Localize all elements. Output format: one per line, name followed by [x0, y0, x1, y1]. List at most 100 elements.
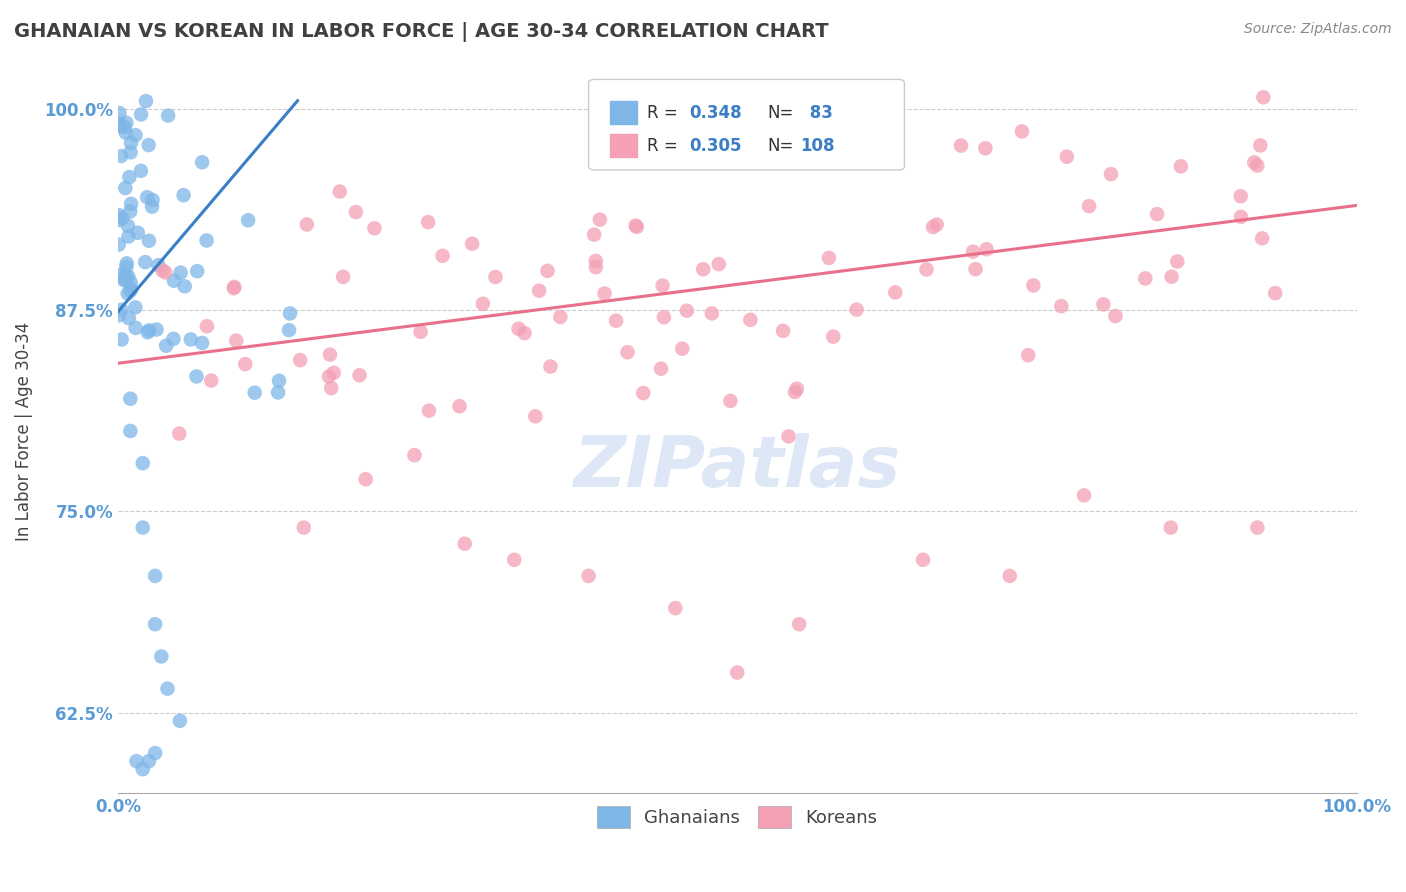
Point [162, 332, 184, 346]
Point [167, 426, 190, 441]
Point [998, 569, 1021, 583]
Point [626, 219, 648, 234]
Bar [610, 101, 637, 124]
Point [110, 149, 132, 163]
Point [363, 221, 385, 235]
Point [725, 665, 748, 680]
Point [1099, 167, 1122, 181]
Point [513, 326, 536, 340]
Point [503, 553, 526, 567]
Point [136, 190, 159, 204]
Point [540, 359, 562, 374]
Point [138, 234, 160, 248]
Point [142, 193, 165, 207]
Point [200, 374, 222, 388]
Point [117, 286, 139, 301]
Text: N=: N= [766, 103, 793, 121]
FancyBboxPatch shape [589, 79, 904, 170]
Point [1166, 254, 1188, 268]
Point [1078, 199, 1101, 213]
Point [195, 319, 218, 334]
Point [155, 265, 177, 279]
Text: R =: R = [647, 103, 683, 121]
Point [225, 334, 247, 348]
Point [962, 244, 984, 259]
Point [155, 339, 177, 353]
Point [409, 325, 432, 339]
Point [605, 313, 627, 327]
Point [292, 520, 315, 534]
Point [278, 306, 301, 320]
Point [1017, 348, 1039, 362]
Point [233, 357, 256, 371]
Point [124, 128, 146, 143]
Point [1229, 189, 1251, 203]
Point [114, 268, 136, 283]
Point [418, 215, 440, 229]
Point [120, 136, 142, 150]
Point [1135, 271, 1157, 285]
Point [783, 384, 806, 399]
Point [1022, 278, 1045, 293]
Point [120, 204, 142, 219]
Point [915, 262, 938, 277]
Point [129, 107, 152, 121]
Point [111, 211, 134, 225]
Point [114, 272, 136, 286]
Text: R =: R = [647, 136, 683, 155]
Point [163, 274, 186, 288]
Text: GHANAIAN VS KOREAN IN LABOR FORCE | AGE 30-34 CORRELATION CHART: GHANAIAN VS KOREAN IN LABOR FORCE | AGE … [14, 22, 828, 42]
Point [849, 141, 872, 155]
Point [911, 553, 934, 567]
Point [1251, 231, 1274, 245]
Point [922, 219, 945, 234]
Point [616, 345, 638, 359]
Point [107, 237, 129, 252]
Text: 0.348: 0.348 [689, 103, 741, 121]
Point [148, 258, 170, 272]
Point [134, 255, 156, 269]
Legend: Ghanaians, Koreans: Ghanaians, Koreans [591, 798, 884, 835]
Point [169, 714, 191, 728]
Point [278, 323, 301, 337]
Point [319, 348, 342, 362]
Point [129, 164, 152, 178]
Point [1104, 309, 1126, 323]
Point [432, 249, 454, 263]
Point [950, 138, 973, 153]
Point [127, 226, 149, 240]
Point [354, 472, 377, 486]
Point [321, 381, 343, 395]
Point [115, 260, 138, 274]
Point [124, 301, 146, 315]
Text: N=: N= [766, 136, 793, 155]
Point [224, 280, 246, 294]
Point [344, 205, 367, 219]
Point [117, 269, 139, 284]
Text: 108: 108 [800, 136, 835, 155]
Point [1160, 520, 1182, 534]
Point [120, 424, 142, 438]
Point [449, 399, 471, 413]
Point [115, 256, 138, 270]
Point [1246, 159, 1268, 173]
Point [138, 138, 160, 153]
Point [143, 746, 166, 760]
Point [404, 448, 426, 462]
Point [110, 120, 132, 134]
Point [652, 310, 675, 325]
Point [143, 569, 166, 583]
Point [132, 456, 155, 470]
Point [111, 333, 134, 347]
Point [236, 213, 259, 227]
Point [633, 386, 655, 401]
Point [267, 374, 290, 388]
Point [585, 260, 607, 274]
Point [1253, 90, 1275, 104]
Point [823, 329, 845, 343]
Point [138, 754, 160, 768]
Point [132, 520, 155, 534]
Point [461, 236, 484, 251]
Point [288, 353, 311, 368]
Point [222, 281, 245, 295]
